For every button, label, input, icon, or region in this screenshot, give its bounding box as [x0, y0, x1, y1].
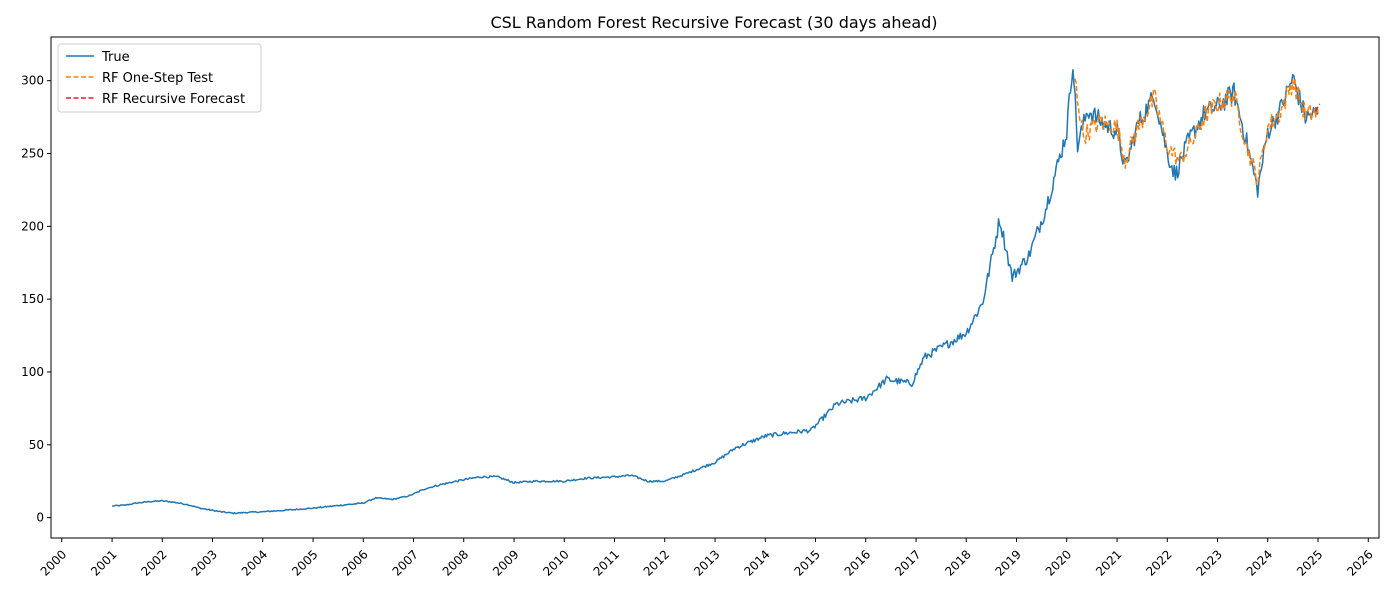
plot-area	[111, 68, 1321, 515]
y-tick-label: 150	[21, 292, 44, 306]
legend-label: True	[101, 50, 130, 65]
legend-label: RF Recursive Forecast	[102, 92, 245, 107]
y-tick-label: 200	[21, 219, 44, 233]
chart-title: CSL Random Forest Recursive Forecast (30…	[490, 13, 937, 32]
series-line-rf-one-step-test	[1074, 77, 1319, 186]
legend: True RF One-Step Test RF Recursive Forecas…	[57, 43, 262, 113]
plot-frame	[50, 36, 1380, 539]
y-tick-label: 300	[21, 74, 44, 88]
legend-label: RF One-Step Test	[102, 71, 213, 86]
legend-box	[57, 43, 262, 113]
y-tick-label: 250	[21, 147, 44, 161]
series-line-rf-recursive-forecast	[1315, 103, 1321, 112]
y-axis: 0 50 100 150 200 250 300	[21, 74, 51, 525]
y-tick-label: 100	[21, 365, 44, 379]
y-tick-label: 50	[29, 438, 44, 452]
y-tick-label: 0	[36, 511, 44, 525]
